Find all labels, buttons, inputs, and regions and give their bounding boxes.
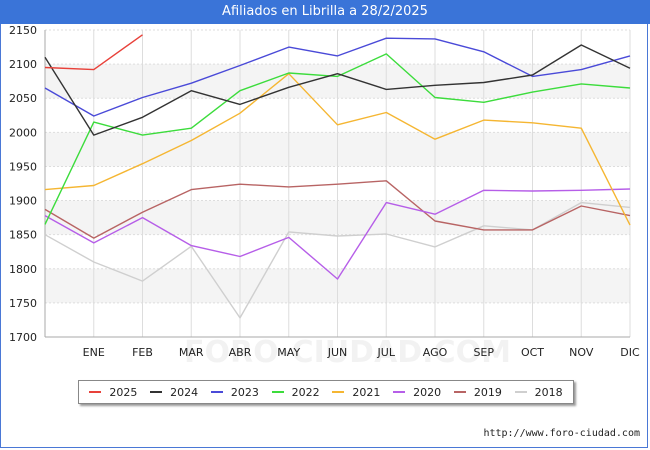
legend-label: 2023	[230, 385, 259, 399]
legend-swatch	[514, 391, 527, 393]
watermark: FORO-CIUDAD.COM	[184, 335, 511, 370]
legend-item-2020: 2020	[393, 386, 441, 399]
legend-swatch	[332, 391, 345, 393]
y-tick-label: 1800	[9, 263, 37, 276]
legend-label: 2024	[170, 385, 199, 399]
y-tick-label: 1750	[9, 297, 37, 310]
legend-swatch	[453, 391, 466, 393]
x-tick-label: MAR	[179, 346, 204, 359]
legend-item-2018: 2018	[514, 385, 563, 399]
series-line-2023	[44, 37, 631, 117]
chart-legend: 2025 2024 2023 2022 2021 2020 2019 2018	[78, 380, 574, 404]
series-line-2020	[44, 188, 631, 280]
legend-item-2023: 2023	[210, 385, 259, 399]
legend-label: 2018	[534, 385, 563, 399]
x-tick-label: OCT	[521, 346, 544, 359]
legend-label: 2021	[352, 385, 381, 399]
legend-item-2024: 2024	[150, 386, 198, 399]
legend-item-2019: 2019	[453, 385, 502, 399]
legend-label: 2019	[473, 385, 502, 399]
y-tick-label: 1950	[9, 160, 37, 173]
series-line-2022	[44, 53, 631, 225]
chart-title: Afiliados en Librilla a 28/2/2025	[0, 0, 650, 24]
series-line-2024	[44, 44, 631, 136]
legend-swatch	[150, 391, 163, 393]
x-tick-label: JUN	[327, 346, 348, 359]
y-tick-label: 2150	[9, 24, 37, 37]
series-line-2019	[44, 180, 631, 239]
x-tick-label: MAY	[277, 346, 300, 359]
x-tick-label: FEB	[132, 346, 153, 359]
legend-item-2021: 2021	[332, 386, 380, 399]
legend-swatch	[393, 391, 406, 393]
y-tick-label: 2050	[9, 92, 37, 105]
x-tick-label: ENE	[83, 346, 105, 359]
x-tick-label: ABR	[229, 346, 252, 359]
series-line-2025	[44, 34, 143, 71]
x-tick-label: JUL	[377, 346, 396, 359]
y-tick-label: 1700	[9, 331, 37, 344]
y-tick-label: 2000	[9, 126, 37, 139]
y-tick-label: 1900	[9, 195, 37, 208]
legend-label: 2025	[109, 385, 138, 399]
x-tick-label: AGO	[423, 346, 448, 359]
legend-label: 2020	[413, 385, 442, 399]
legend-item-2022: 2022	[271, 385, 320, 399]
x-tick-label: NOV	[569, 346, 594, 359]
series-line-2021	[44, 72, 631, 226]
x-tick-label: DIC	[620, 346, 640, 359]
y-tick-label: 1850	[9, 229, 37, 242]
legend-item-2025: 2025	[89, 386, 137, 399]
y-tick-label: 2100	[9, 58, 37, 71]
legend-swatch	[89, 391, 102, 393]
x-tick-label: SEP	[473, 346, 494, 359]
legend-swatch	[271, 391, 284, 393]
legend-swatch	[210, 391, 223, 393]
source-url[interactable]: http://www.foro-ciudad.com	[483, 428, 640, 439]
legend-label: 2022	[291, 385, 320, 399]
